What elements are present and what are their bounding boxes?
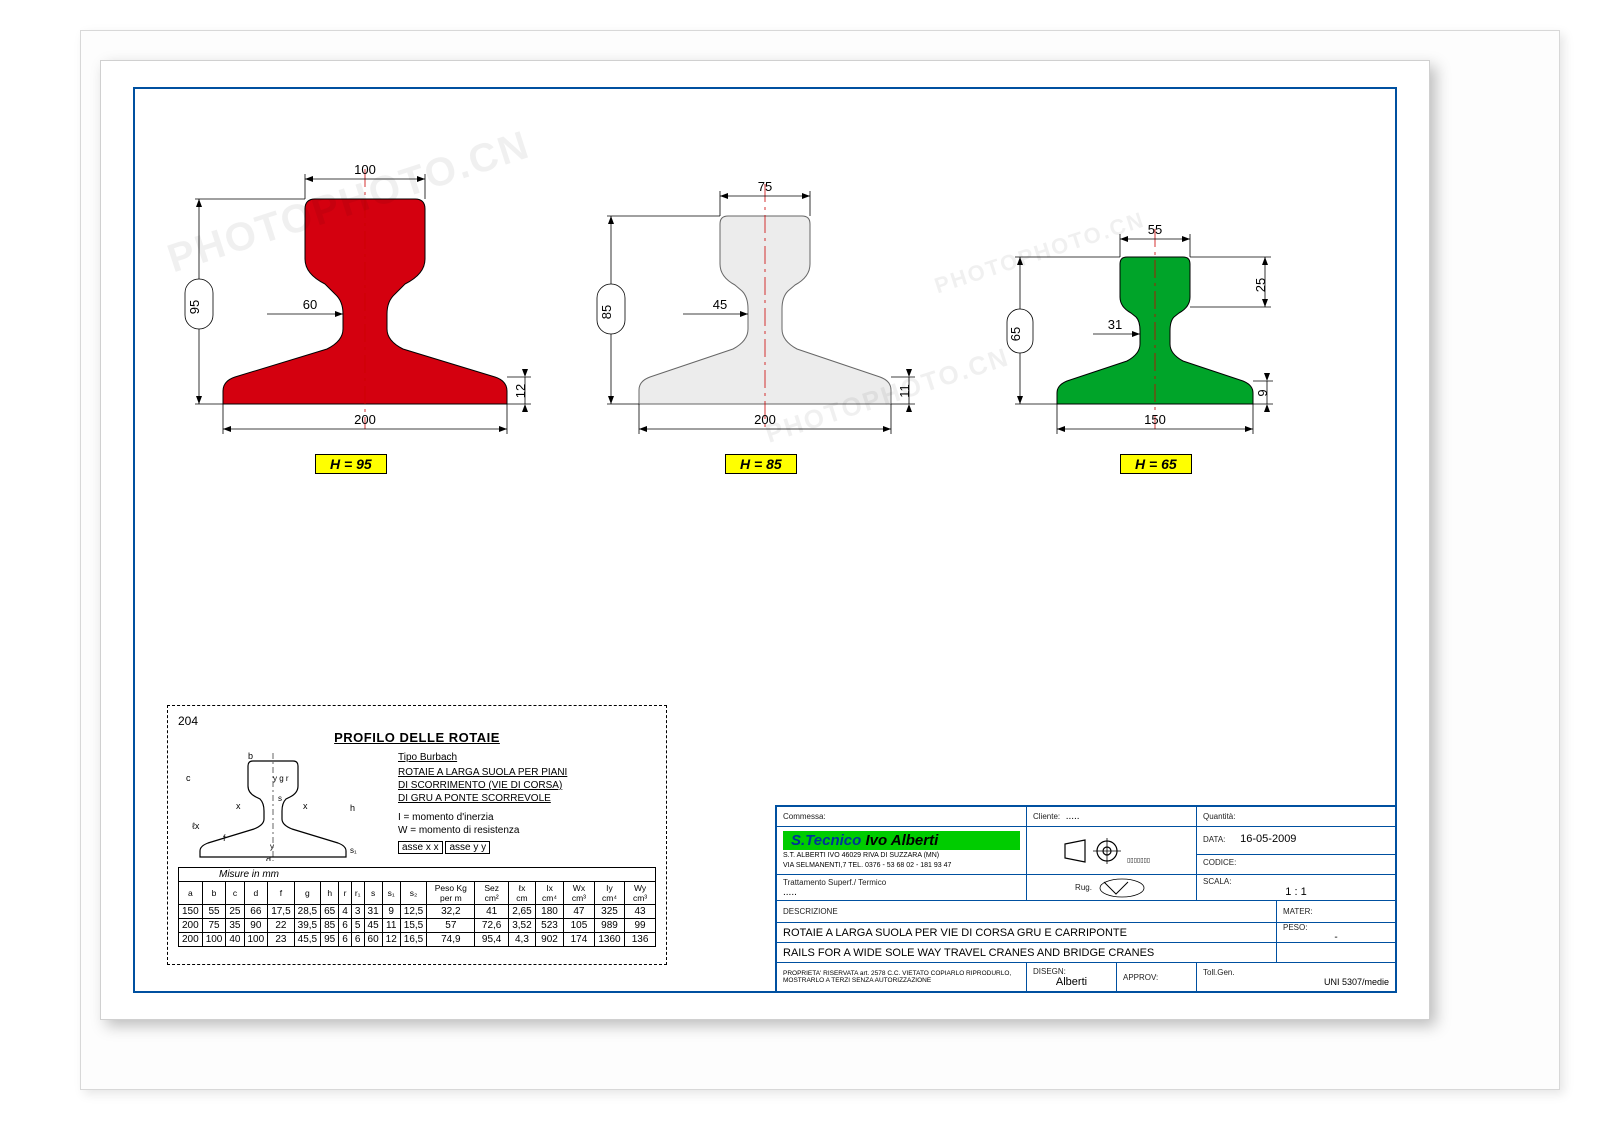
svg-text:11: 11 [897,384,912,398]
reference-table: Misure in mmabcdfghrr₁ss₁s₂Peso Kg per m… [178,867,656,947]
svg-text:s: s [278,794,282,803]
rail-profile-h85: 75 45 200 85 [575,129,945,459]
dim-height: 95 [187,300,202,314]
designer-value: Alberti [1033,976,1110,988]
dim-neck-width: 60 [303,297,317,312]
rail-profile-h65: 55 31 150 65 [965,129,1295,459]
profile-label-h65: H = 65 [1120,454,1192,474]
profile-label-h85: H = 85 [725,454,797,474]
svg-text:85: 85 [599,305,614,319]
svg-text:y: y [270,842,274,851]
svg-text:y g r: y g r [273,774,289,783]
drawing-frame: 100 60 200 95 [133,87,1397,993]
ref-note-3: W = momento di resistenza [398,824,568,837]
description-en: RAILS FOR A WIDE SOLE WAY TRAVEL CRANES … [783,947,1270,959]
profile-label-h95: H = 95 [315,454,387,474]
reference-box: 204 PROFILO DELLE ROTAIE b c y g r x x s… [167,705,667,965]
svg-text:200: 200 [754,412,776,427]
dim-top-width: 100 [354,162,376,177]
rail-profile-h95: 100 60 200 95 [155,129,555,459]
description-it: ROTAIE A LARGA SUOLA PER VIE DI CORSA GR… [783,927,1270,939]
reference-title: PROFILO DELLE ROTAIE [178,730,656,745]
svg-text:x: x [303,801,308,811]
svg-text:d: d [266,855,271,861]
dim-base-thick: 12 [513,384,528,398]
profiles-area: 100 60 200 95 [145,129,1385,509]
svg-text:45: 45 [713,297,727,312]
svg-text:▯▯▯▯▯▯▯: ▯▯▯▯▯▯▯ [1127,858,1150,864]
company-badge: S.Tecnico Ivo Alberti [783,831,1020,850]
svg-text:9: 9 [1255,389,1270,396]
roughness-symbol [1098,878,1148,898]
svg-text:s₁: s₁ [350,846,357,855]
svg-text:55: 55 [1148,222,1162,237]
svg-text:x: x [236,801,241,811]
drawing-sheet: 100 60 200 95 [100,60,1430,1020]
svg-text:31: 31 [1108,317,1122,332]
scale-value: 1 : 1 [1203,886,1389,898]
date-value: 16-05-2009 [1240,833,1296,845]
svg-text:150: 150 [1144,412,1166,427]
projection-symbol: ▯▯▯▯▯▯▯ [1057,836,1167,866]
svg-text:c: c [186,773,191,783]
svg-text:h: h [350,803,355,813]
svg-text:b: b [248,751,253,761]
svg-text:75: 75 [758,179,772,194]
ref-note-2: I = momento d'inerzia [398,811,568,824]
svg-text:ℓx: ℓx [192,821,200,831]
svg-text:65: 65 [1008,327,1023,341]
dim-base-width: 200 [354,412,376,427]
title-block: Commessa: Cliente: ..... Quantità: S.Tec… [775,805,1395,991]
reference-diagram: b c y g r x x s ℓx f y d a h s₁ [178,751,388,861]
copyright-notice: PROPRIETA' RISERVATA art. 2578 C.C. VIET… [783,970,1020,984]
ref-note-1: ROTAIE A LARGA SUOLA PER PIANI DI SCORRI… [398,766,568,805]
reference-number: 204 [178,714,656,728]
svg-text:25: 25 [1253,278,1268,292]
ref-type-label: Tipo Burbach [398,751,568,764]
